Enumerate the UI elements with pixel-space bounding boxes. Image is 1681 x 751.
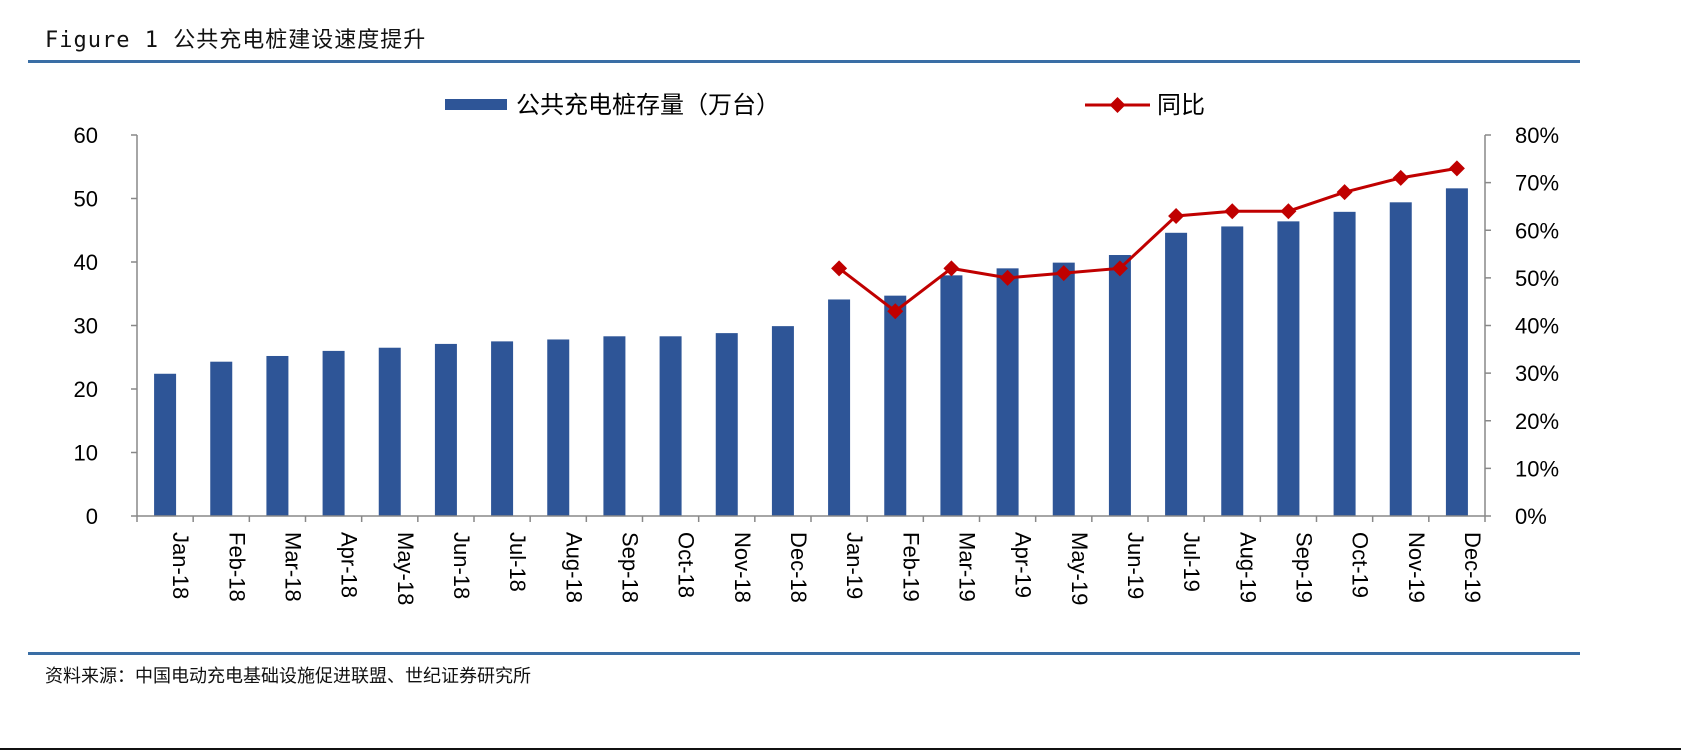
left-tick-label: 0: [86, 504, 98, 529]
right-tick-label: 50%: [1515, 266, 1559, 291]
bar: [940, 275, 963, 516]
line-point: [1224, 203, 1241, 220]
x-tick-label: Nov-19: [1404, 532, 1429, 603]
x-tick-label: Dec-19: [1460, 532, 1485, 603]
left-tick-label: 20: [74, 377, 98, 402]
bar: [154, 373, 177, 516]
top-rule: [28, 60, 1580, 63]
x-tick-label: Aug-18: [561, 532, 586, 603]
line-point: [1168, 207, 1185, 224]
bar: [491, 341, 514, 516]
bar: [771, 326, 794, 516]
bar: [322, 350, 345, 516]
bar: [1277, 221, 1300, 517]
bar: [210, 361, 233, 516]
legend-bar-label: 公共充电桩存量（万台）: [516, 91, 780, 119]
x-tick-label: Jan-19: [842, 532, 867, 599]
right-tick-label: 60%: [1515, 218, 1559, 243]
bar: [1389, 202, 1412, 516]
x-tick-label: Apr-18: [337, 532, 362, 598]
right-tick-label: 70%: [1515, 171, 1559, 196]
bar: [715, 333, 738, 516]
x-tick-label: May-19: [1067, 532, 1092, 605]
x-tick-label: Mar-19: [954, 532, 979, 602]
x-tick-label: Feb-19: [898, 532, 923, 602]
left-tick-label: 40: [74, 250, 98, 275]
bar: [378, 347, 401, 516]
right-tick-label: 20%: [1515, 409, 1559, 434]
bar: [1052, 262, 1075, 516]
x-tick-label: Dec-18: [786, 532, 811, 603]
left-tick-label: 50: [74, 187, 98, 212]
line-point: [1280, 203, 1297, 220]
right-tick-label: 80%: [1515, 123, 1559, 148]
x-tick-label: Aug-19: [1235, 532, 1260, 603]
line-point: [831, 260, 848, 277]
legend-bar-swatch: [445, 99, 507, 110]
bar: [547, 339, 570, 516]
x-tick-label: Sep-18: [617, 532, 642, 603]
line-point: [1448, 160, 1465, 177]
bar: [1221, 226, 1244, 516]
right-tick-label: 0%: [1515, 504, 1547, 529]
bar: [828, 299, 851, 516]
x-tick-label: Jul-18: [505, 532, 530, 592]
bar: [659, 336, 682, 516]
bar: [884, 295, 907, 516]
yoy-line: [838, 166, 1458, 314]
line-series: [831, 160, 1465, 320]
line-point: [1055, 265, 1072, 282]
bar: [603, 336, 626, 516]
line-point: [1336, 184, 1353, 201]
bar-series: [154, 188, 1468, 517]
right-tick-label: 40%: [1515, 314, 1559, 339]
bar: [1333, 211, 1356, 516]
x-tick-label: Jun-19: [1123, 532, 1148, 599]
left-tick-label: 10: [74, 441, 98, 466]
line-point: [1111, 260, 1128, 277]
bar: [1165, 232, 1188, 517]
x-tick-label: Jan-18: [168, 532, 193, 599]
x-tick-label: Oct-18: [674, 532, 699, 598]
x-tick-label: Mar-18: [280, 532, 305, 602]
legend: 公共充电桩存量（万台） 同比: [445, 91, 1205, 119]
page-bottom-border: [0, 748, 1681, 750]
right-tick-label: 10%: [1515, 456, 1559, 481]
bar: [434, 343, 457, 516]
chart: 公共充电桩存量（万台） 同比 0 10 20 30 40 50 60 0% 10% 20% 30% 40…: [74, 91, 1560, 605]
figure-title: Figure 1 公共充电桩建设速度提升: [45, 28, 427, 53]
bar: [1445, 188, 1468, 516]
bar: [1108, 255, 1131, 516]
x-tick-label: Nov-18: [730, 532, 755, 603]
bottom-rule: [28, 652, 1580, 655]
line-point: [999, 269, 1016, 286]
source-note: 资料来源：中国电动充电基础设施促进联盟、世纪证券研究所: [45, 666, 531, 687]
bar: [996, 268, 1019, 516]
x-tick-label: Jun-18: [449, 532, 474, 599]
left-tick-label: 60: [74, 123, 98, 148]
x-tick-label: Oct-19: [1348, 532, 1373, 598]
line-point: [887, 303, 904, 320]
x-tick-label: Sep-19: [1291, 532, 1316, 603]
bar: [266, 355, 289, 516]
x-tick-label: Jul-19: [1179, 532, 1204, 592]
x-tick-label: Apr-19: [1011, 532, 1036, 598]
axes: 0 10 20 30 40 50 60 0% 10% 20% 30% 40% 50% 60% 70% 80% J…: [74, 123, 1560, 605]
x-tick-label: May-18: [393, 532, 418, 605]
line-point: [1392, 169, 1409, 186]
right-tick-label: 30%: [1515, 361, 1559, 386]
line-point: [943, 260, 960, 277]
x-tick-label: Feb-18: [224, 532, 249, 602]
legend-line-marker: [1109, 97, 1126, 113]
left-tick-label: 30: [74, 314, 98, 339]
legend-line-label: 同比: [1157, 91, 1205, 119]
